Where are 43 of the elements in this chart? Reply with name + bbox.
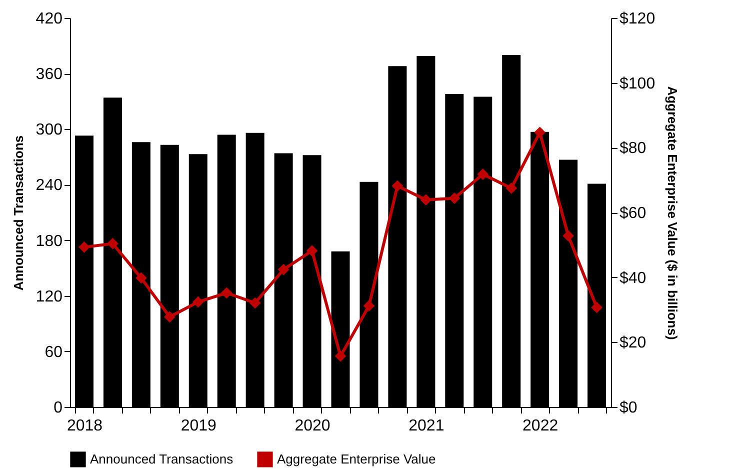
- point: [306, 245, 318, 256]
- x-tick-label: 2019: [180, 418, 217, 434]
- point: [562, 230, 574, 242]
- point: [107, 238, 118, 250]
- y-tick-label: 180: [36, 232, 63, 250]
- point: [220, 287, 232, 299]
- x-tick-label: 2018: [66, 418, 103, 434]
- legend-label: Announced Transactions: [90, 451, 234, 466]
- y2-tick-label: $40: [620, 270, 646, 287]
- x-tick-label: 2020: [294, 418, 330, 434]
- point: [135, 272, 147, 284]
- y2-tick-label: $0: [620, 400, 638, 416]
- point: [78, 241, 90, 253]
- point: [506, 182, 518, 194]
- point: [591, 302, 602, 314]
- y2-tick-label: $120: [620, 10, 656, 28]
- y2-tick-label: $60: [620, 205, 646, 222]
- point: [392, 180, 404, 192]
- point: [363, 300, 375, 312]
- point: [334, 350, 346, 362]
- x-tick-label: 2021: [408, 418, 444, 434]
- legend-label: Aggregate Enterprise Value: [277, 451, 436, 466]
- point: [192, 296, 204, 308]
- y-tick-label: 60: [44, 344, 63, 361]
- y-tick-label: 360: [36, 66, 63, 84]
- point: [278, 264, 290, 276]
- x-tick-label: 2022: [522, 418, 558, 434]
- y-tick-label: 240: [36, 177, 63, 194]
- y-tick-label: 300: [36, 122, 63, 139]
- point: [477, 168, 489, 180]
- y-axis-title: Announced Transactions: [10, 135, 26, 291]
- y-tick-label: 120: [36, 288, 63, 306]
- point: [164, 311, 176, 323]
- y2-tick-label: $100: [620, 75, 656, 92]
- y2-axis-title: Aggregate Enterprise Value ($ in billions): [665, 86, 680, 340]
- y-tick-label: 420: [36, 10, 63, 28]
- y2-tick-label: $80: [620, 140, 646, 158]
- y-tick-label: 0: [54, 400, 63, 416]
- point: [534, 126, 546, 138]
- y2-tick-label: $20: [620, 334, 646, 352]
- point: [448, 192, 460, 204]
- point: [249, 297, 261, 309]
- point: [420, 194, 432, 206]
